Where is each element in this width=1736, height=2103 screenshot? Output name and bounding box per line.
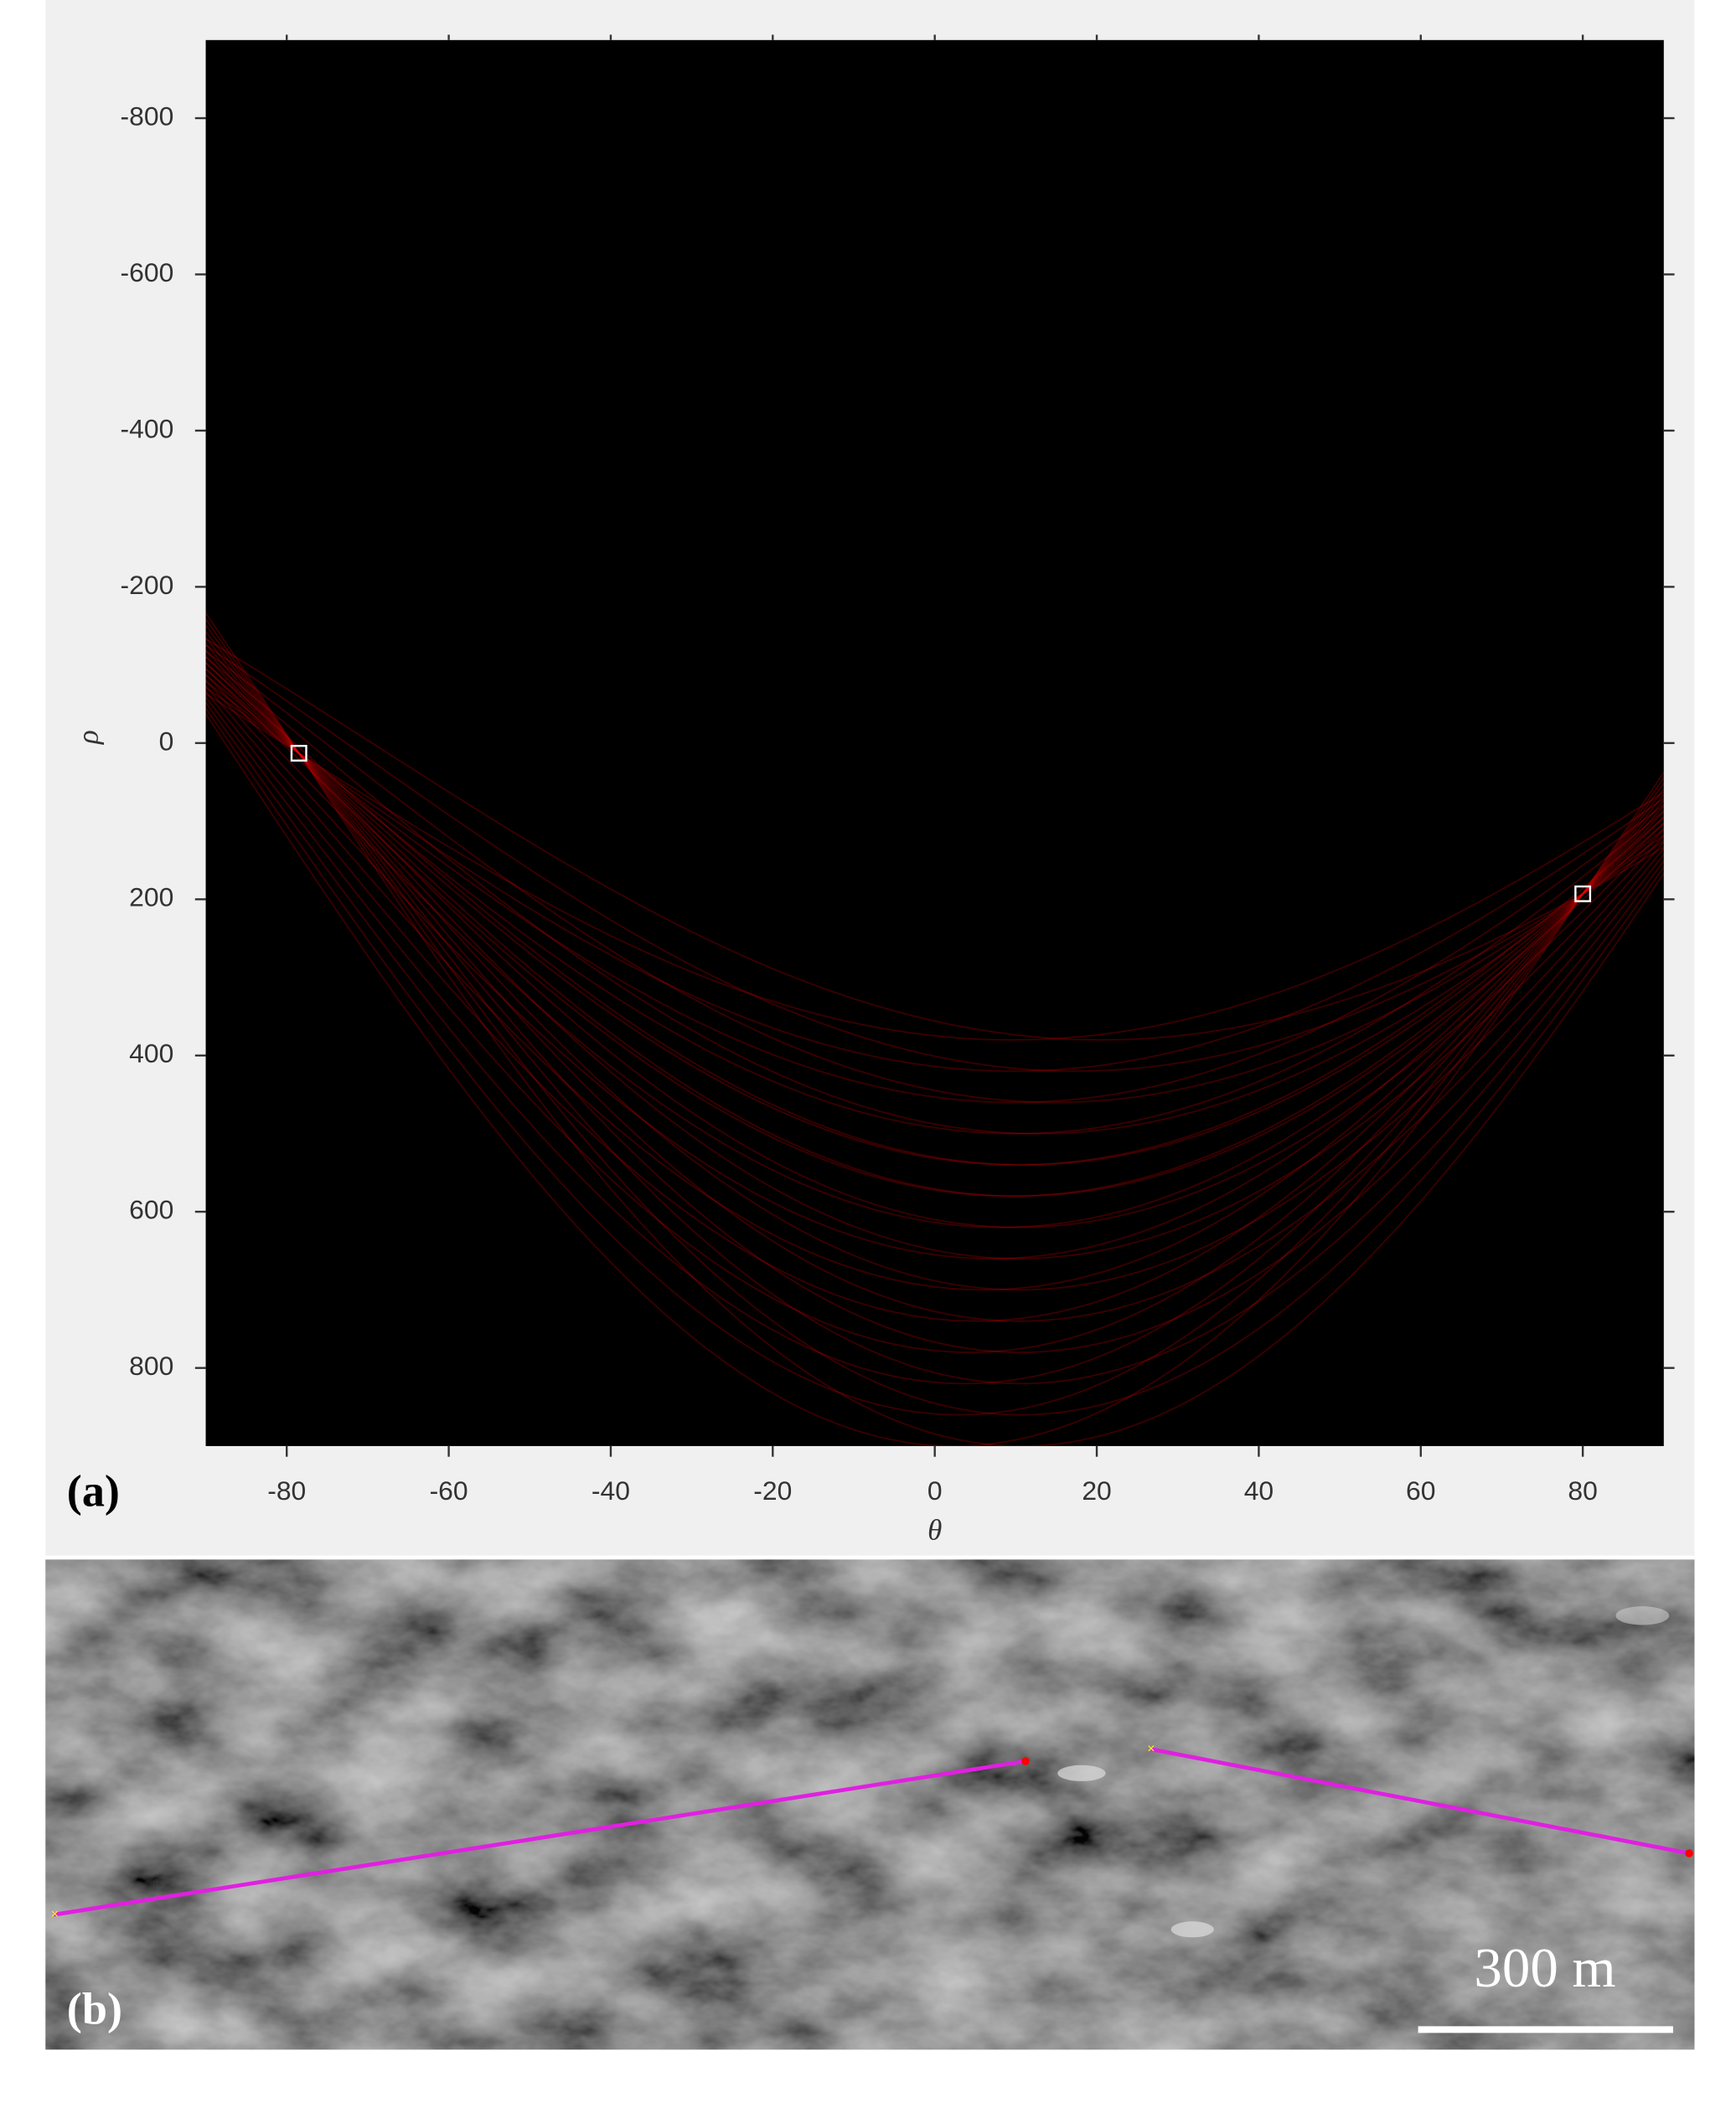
end-marker xyxy=(1021,1757,1030,1765)
bright-patch xyxy=(1057,1765,1106,1781)
x-tick-label: 0 xyxy=(927,1475,943,1506)
hough-curve xyxy=(205,655,1664,1228)
x-tick-label: -20 xyxy=(753,1475,792,1506)
hough-curve xyxy=(205,707,1664,1416)
start-marker: × xyxy=(51,1907,59,1921)
x-tick-label: -40 xyxy=(592,1475,630,1506)
y-tick-label: -200 xyxy=(121,570,174,600)
y-tick-label: -400 xyxy=(121,413,174,443)
hough-curve xyxy=(205,668,1664,1166)
hough-curve xyxy=(205,650,1664,1103)
hough-curve xyxy=(205,631,1664,1354)
hough-curve xyxy=(205,649,1664,1260)
x-tick-label: 20 xyxy=(1082,1475,1111,1506)
hough-curve xyxy=(205,674,1664,1134)
panel-label: (a) xyxy=(67,1465,120,1516)
y-tick-label: 600 xyxy=(129,1195,173,1225)
satellite-image: × × (b) 300 m xyxy=(45,1559,1695,2050)
hough-curve xyxy=(205,643,1664,1291)
hough-curve xyxy=(205,668,1664,1197)
hough-curve xyxy=(205,696,1664,1354)
hough-curve xyxy=(205,624,1664,1385)
hough-curve xyxy=(205,637,1664,1322)
hough-curves xyxy=(205,612,1664,1446)
panel-label: (b) xyxy=(67,1984,122,2034)
y-tick-label: -600 xyxy=(121,257,174,287)
hough-curve xyxy=(205,662,1664,1197)
hough-curve xyxy=(205,686,1664,1072)
y-tick-label: 0 xyxy=(159,726,174,756)
end-marker xyxy=(1685,1849,1693,1858)
bright-patch xyxy=(1615,1606,1670,1625)
hough-curve xyxy=(205,702,1664,1385)
y-tick-label: 200 xyxy=(129,882,173,912)
peak-marker xyxy=(290,745,307,762)
y-tick-label: 400 xyxy=(129,1038,173,1068)
hough-curve xyxy=(205,638,1664,1041)
hough-curve xyxy=(205,618,1664,1416)
x-axis-label: θ xyxy=(927,1514,942,1547)
hough-curve xyxy=(205,685,1664,1291)
y-tick-label: -800 xyxy=(121,101,174,131)
hough-curve xyxy=(205,656,1664,1134)
hough-curve xyxy=(205,679,1664,1260)
x-tick-label: 40 xyxy=(1244,1475,1274,1506)
hough-curve xyxy=(205,662,1664,1166)
detected-line xyxy=(53,1759,1026,1917)
hough-curve xyxy=(205,680,1664,1103)
x-tick-label: -80 xyxy=(267,1475,306,1506)
hough-curve xyxy=(205,644,1664,1072)
detected-line xyxy=(1150,1747,1690,1856)
bright-patch xyxy=(1170,1921,1214,1938)
hough-curve xyxy=(205,674,1664,1228)
hough-curve xyxy=(205,690,1664,1322)
hough-curve xyxy=(205,612,1664,1446)
scale-bar-label: 300 m xyxy=(1474,1937,1615,1999)
plot-area xyxy=(205,39,1664,1446)
x-tick-label: 80 xyxy=(1568,1475,1597,1506)
x-tick-label: 60 xyxy=(1406,1475,1435,1506)
hough-curve xyxy=(205,693,1664,1041)
x-tick-label: -60 xyxy=(430,1475,468,1506)
image-texture xyxy=(45,1559,1695,2050)
hough-curve xyxy=(205,713,1664,1446)
peak-marker xyxy=(1574,885,1592,902)
y-axis-label: ρ xyxy=(72,730,105,745)
start-marker: × xyxy=(1147,1742,1155,1756)
y-tick-label: 800 xyxy=(129,1351,173,1381)
